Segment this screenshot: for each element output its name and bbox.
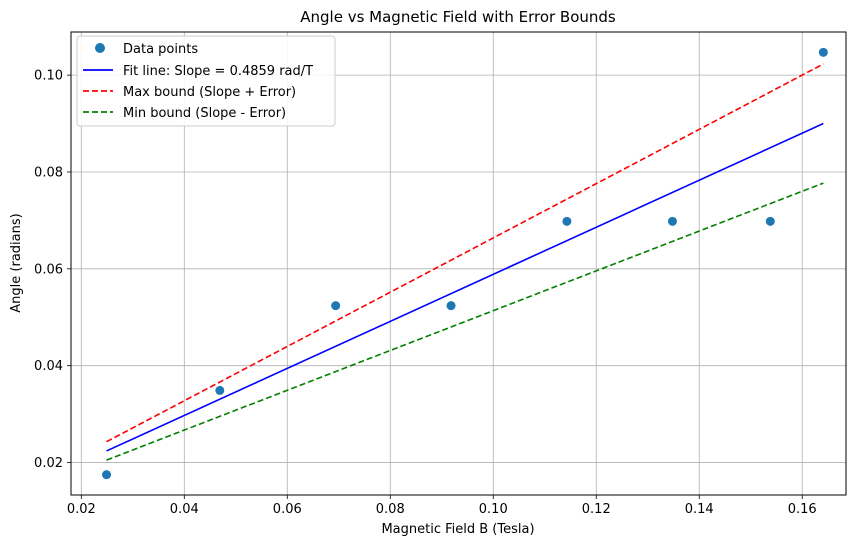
- x-tick-label: 0.10: [479, 502, 508, 517]
- series-line-1: [106, 122, 824, 452]
- tick-layer: 0.02 0.04 0.06 0.08 0.10 0.12 0.14 0.16 0.02 0.04…: [34, 69, 817, 517]
- data-point: [562, 216, 572, 226]
- legend: Data points Fit line: Slope = 0.4859 rad…: [76, 35, 336, 127]
- legend-label-fit-line: Fit line: Slope = 0.4859 rad/T: [123, 64, 313, 79]
- x-tick-label: 0.12: [582, 502, 611, 517]
- series-line-3: [106, 182, 824, 461]
- x-axis-label: Magnetic Field B (Tesla): [381, 522, 534, 537]
- y-tick-label: 0.06: [34, 262, 63, 277]
- y-tick-label: 0.10: [34, 69, 63, 84]
- legend-label-min-bound: Min bound (Slope - Error): [123, 106, 286, 121]
- legend-label-data-points: Data points: [123, 42, 198, 57]
- data-point: [765, 216, 775, 226]
- x-tick-label: 0.08: [376, 502, 405, 517]
- y-tick-label: 0.04: [34, 359, 63, 374]
- series-line-2: [106, 63, 824, 443]
- data-point: [446, 301, 456, 311]
- legend-label-max-bound: Max bound (Slope + Error): [123, 85, 296, 100]
- data-point: [818, 47, 828, 57]
- y-axis-label: Angle (radians): [9, 213, 24, 312]
- data-point: [102, 470, 112, 480]
- y-tick-label: 0.02: [34, 456, 63, 471]
- x-tick-label: 0.04: [170, 502, 199, 517]
- data-point: [667, 216, 677, 226]
- legend-box: [76, 35, 336, 127]
- legend-marker-data-points: [95, 43, 105, 53]
- x-tick-label: 0.06: [273, 502, 302, 517]
- data-point: [215, 385, 225, 395]
- x-tick-label: 0.16: [788, 502, 817, 517]
- data-point: [331, 301, 341, 311]
- x-tick-label: 0.02: [67, 502, 96, 517]
- x-tick-label: 0.14: [685, 502, 714, 517]
- series-layer: [102, 47, 828, 480]
- chart-title: Angle vs Magnetic Field with Error Bound…: [300, 8, 616, 26]
- y-tick-label: 0.08: [34, 165, 63, 180]
- plot-area-frame: [70, 31, 847, 496]
